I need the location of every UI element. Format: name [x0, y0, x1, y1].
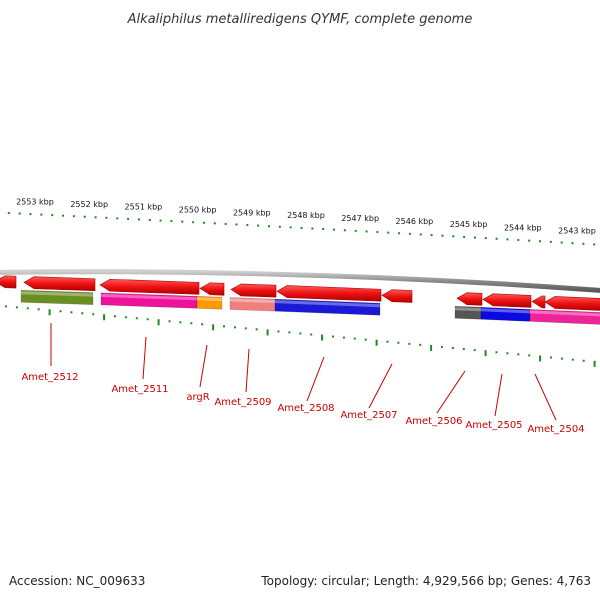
cog-bar-highlight	[101, 293, 197, 301]
cds-arrow	[456, 292, 483, 306]
cds-arrow	[99, 278, 200, 295]
leader-line	[368, 363, 393, 409]
cog-bar-highlight	[455, 307, 481, 312]
accession-text: Accession: NC_009633	[9, 574, 146, 588]
cds-arrow	[482, 293, 532, 308]
cog-bar	[454, 305, 482, 320]
cog-bar	[529, 309, 600, 325]
leader-line	[142, 336, 147, 380]
ruler-label-2553: 2553 kbp	[16, 197, 54, 206]
cog-bar	[274, 298, 381, 316]
gene-label-amet-2506: Amet_2506	[405, 416, 462, 427]
gene-label-amet-2507: Amet_2507	[340, 410, 397, 421]
ruler-label-2548: 2548 kbp	[287, 211, 325, 220]
gene-label-amet-2504: Amet_2504	[527, 424, 584, 435]
inner-ticks	[5, 305, 596, 367]
ruler-label-2547: 2547 kbp	[341, 214, 379, 223]
genome-backbone	[0, 269, 600, 293]
ruler-label-2550: 2550 kbp	[179, 205, 217, 214]
ruler-labels: 2553 kbp 2552 kbp 2551 kbp 2550 kbp 2549 kbp…	[16, 197, 596, 235]
ruler-label-2551: 2551 kbp	[125, 203, 163, 212]
ruler-label-2545: 2545 kbp	[450, 220, 488, 229]
ruler-label-2552: 2552 kbp	[70, 200, 108, 209]
leader-line	[494, 373, 503, 417]
gene-label-amet-2505: Amet_2505	[465, 420, 522, 431]
leader-line	[436, 370, 466, 414]
gene-label-argr: argR	[186, 392, 209, 403]
gene-label-amet-2509: Amet_2509	[214, 397, 271, 408]
cog-bar	[20, 289, 94, 305]
leader-line	[306, 356, 325, 402]
gene-label-amet-2508: Amet_2508	[277, 403, 334, 414]
cog-bar-highlight	[481, 308, 530, 314]
cds-track	[0, 275, 600, 311]
leader-line	[534, 373, 557, 421]
map-title: Alkaliphilus metalliredigens QYMF, compl…	[127, 12, 473, 27]
cog-track	[20, 289, 600, 325]
cog-bar	[196, 295, 223, 310]
cog-bar-highlight	[230, 298, 275, 304]
cds-arrow	[199, 282, 225, 296]
gene-label-amet-2511: Amet_2511	[111, 384, 168, 395]
cds-arrow	[531, 295, 546, 309]
cds-arrow	[544, 296, 600, 311]
cds-arrow	[276, 285, 382, 302]
cog-bar-highlight	[197, 297, 222, 302]
cds-arrow	[0, 275, 17, 289]
cog-bar-highlight	[21, 291, 93, 297]
ruler-ticks	[7, 212, 596, 246]
ruler-label-2544: 2544 kbp	[504, 223, 542, 232]
leader-line	[245, 348, 250, 393]
ruler-label-2543: 2543 kbp	[558, 226, 596, 235]
ruler-label-2546: 2546 kbp	[396, 217, 434, 226]
gene-label-amet-2512: Amet_2512	[21, 372, 78, 383]
cog-bar-highlight	[275, 300, 380, 308]
topology-summary: Topology: circular; Length: 4,929,566 bp…	[261, 574, 591, 588]
leader-line	[199, 344, 208, 388]
gene-labels: Amet_2512 Amet_2511 argR Amet_2509 Amet_2508…	[21, 372, 584, 435]
cds-arrow	[230, 283, 277, 298]
cds-arrow	[381, 289, 413, 303]
ruler-label-2549: 2549 kbp	[233, 208, 271, 217]
cog-bar-highlight	[530, 310, 600, 317]
gene-leaders	[50, 323, 557, 421]
cds-arrow	[23, 276, 96, 292]
